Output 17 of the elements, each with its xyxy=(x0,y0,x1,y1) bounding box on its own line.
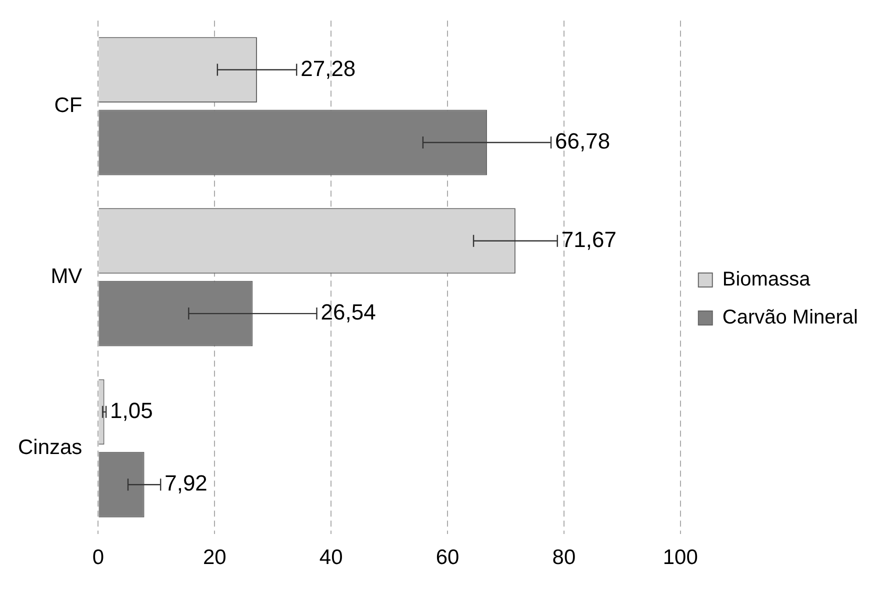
legend-label: Carvão Mineral xyxy=(722,306,858,329)
data-label: 66,78 xyxy=(555,128,610,154)
x-tick-label: 0 xyxy=(92,546,104,570)
y-tick-label: MV xyxy=(50,264,82,288)
x-tick-label: 20 xyxy=(202,546,226,570)
data-label: 26,54 xyxy=(320,300,376,325)
data-label: 71,67 xyxy=(561,226,616,252)
data-label: 1,05 xyxy=(110,398,153,423)
x-tick-label: 100 xyxy=(662,546,698,570)
x-tick-label: 40 xyxy=(319,546,343,570)
legend-label: Biomassa xyxy=(722,268,812,291)
data-label: 7,92 xyxy=(164,470,208,496)
x-tick-label: 60 xyxy=(436,546,460,570)
y-tick-label: Cinzas xyxy=(18,436,82,460)
x-tick-label: 80 xyxy=(552,546,576,570)
y-tick-label: CF xyxy=(54,94,82,117)
data-label: 27,28 xyxy=(300,56,356,81)
